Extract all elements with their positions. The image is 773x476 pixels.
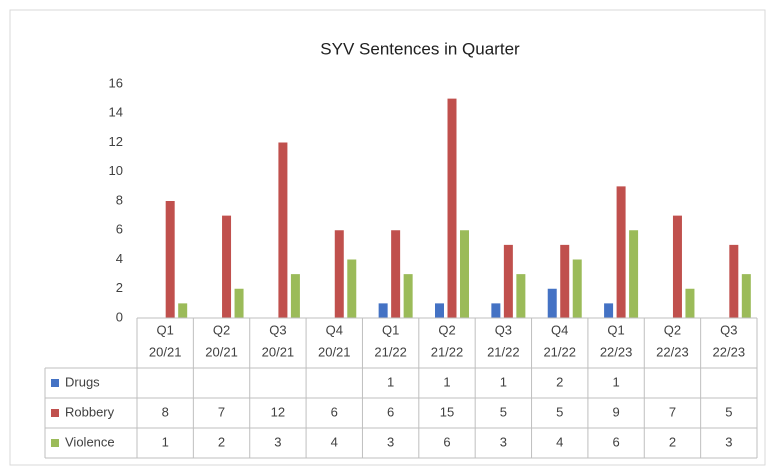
bar — [672, 215, 682, 318]
table-value: 5 — [556, 404, 563, 419]
y-tick-label: 14 — [109, 105, 123, 120]
bar — [447, 98, 457, 318]
x-tick-label: 20/21 — [205, 344, 238, 359]
table-value: 3 — [387, 434, 394, 449]
bar — [290, 274, 300, 318]
y-tick-label: 16 — [109, 75, 123, 90]
x-tick-label: 22/23 — [656, 344, 689, 359]
y-tick-label: 10 — [109, 163, 123, 178]
table-value: 3 — [274, 434, 281, 449]
bar — [491, 303, 501, 318]
bar — [616, 186, 626, 318]
chart-title: SYV Sentences in Quarter — [320, 39, 520, 58]
legend-key — [51, 379, 59, 387]
table-value: 5 — [725, 404, 732, 419]
table-value: 6 — [331, 404, 338, 419]
table-value: 5 — [500, 404, 507, 419]
y-tick-label: 4 — [116, 251, 123, 266]
bar — [347, 259, 357, 318]
x-tick-label: Q2 — [664, 322, 681, 337]
bar — [516, 274, 526, 318]
legend-label: Drugs — [65, 374, 100, 389]
legend-key — [51, 409, 59, 417]
table-value: 9 — [612, 404, 619, 419]
legend-key — [51, 439, 59, 447]
bar — [685, 288, 695, 318]
x-tick-label: 22/23 — [713, 344, 746, 359]
legend-label: Robbery — [65, 404, 115, 419]
bar — [391, 230, 401, 318]
bar — [378, 303, 388, 318]
table-value: 2 — [556, 374, 563, 389]
table-value: 4 — [331, 434, 338, 449]
bar — [560, 244, 570, 318]
x-tick-label: 20/21 — [149, 344, 182, 359]
legend-label: Violence — [65, 434, 115, 449]
x-tick-label: Q3 — [720, 322, 737, 337]
table-value: 1 — [387, 374, 394, 389]
bar — [165, 201, 175, 318]
bar — [460, 230, 469, 318]
table-value: 12 — [271, 404, 285, 419]
y-tick-label: 12 — [109, 134, 123, 149]
y-tick-label: 0 — [116, 309, 123, 324]
table-value: 1 — [612, 374, 619, 389]
bar — [572, 259, 582, 318]
table-value: 7 — [218, 404, 225, 419]
x-tick-label: Q3 — [495, 322, 512, 337]
table-value: 1 — [162, 434, 169, 449]
x-tick-label: Q4 — [326, 322, 343, 337]
x-tick-label: Q1 — [382, 322, 399, 337]
table-value: 3 — [725, 434, 732, 449]
table-value: 15 — [440, 404, 454, 419]
bar — [547, 288, 557, 318]
table-value: 3 — [500, 434, 507, 449]
bar — [222, 215, 232, 318]
bar — [604, 303, 614, 318]
x-tick-label: Q1 — [157, 322, 174, 337]
table-value: 1 — [443, 374, 450, 389]
x-tick-label: Q4 — [551, 322, 568, 337]
bar — [741, 274, 751, 318]
bar — [629, 230, 639, 318]
x-tick-label: 21/22 — [374, 344, 407, 359]
x-tick-label: Q2 — [213, 322, 230, 337]
bar — [503, 244, 513, 318]
table-value: 6 — [387, 404, 394, 419]
bar — [334, 230, 344, 318]
table-value: 7 — [669, 404, 676, 419]
x-tick-label: 21/22 — [487, 344, 520, 359]
table-value: 1 — [500, 374, 507, 389]
y-tick-label: 6 — [116, 222, 123, 237]
bar — [234, 288, 244, 318]
bar — [278, 142, 288, 318]
x-tick-label: 20/21 — [262, 344, 295, 359]
x-tick-label: Q3 — [269, 322, 286, 337]
y-tick-label: 8 — [116, 192, 123, 207]
x-tick-label: Q1 — [607, 322, 624, 337]
x-tick-label: 21/22 — [543, 344, 576, 359]
x-tick-label: 21/22 — [431, 344, 464, 359]
table-value: 6 — [612, 434, 619, 449]
table-value: 4 — [556, 434, 563, 449]
y-tick-label: 2 — [116, 280, 123, 295]
table-value: 6 — [443, 434, 450, 449]
bar — [403, 274, 413, 318]
table-value: 2 — [669, 434, 676, 449]
bar — [178, 303, 188, 318]
chart-frame — [9, 9, 766, 466]
x-tick-label: Q2 — [438, 322, 455, 337]
table-value: 2 — [218, 434, 225, 449]
bar — [729, 244, 739, 318]
x-tick-label: 22/23 — [600, 344, 633, 359]
bar — [435, 303, 444, 318]
x-tick-label: 20/21 — [318, 344, 351, 359]
table-value: 8 — [162, 404, 169, 419]
